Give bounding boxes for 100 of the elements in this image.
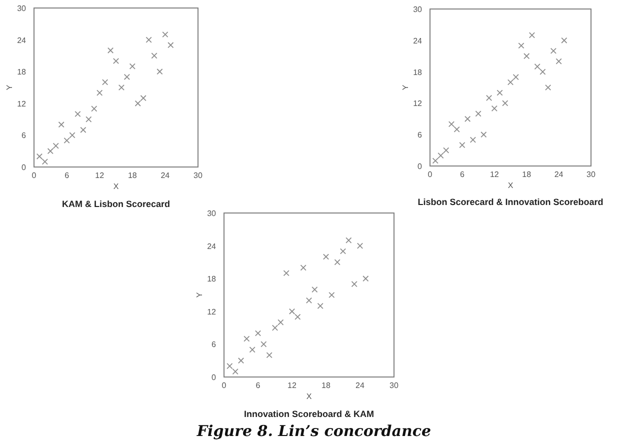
x-tick-label: 12 xyxy=(490,170,500,179)
point xyxy=(64,137,70,144)
x-tick-label: 30 xyxy=(390,381,399,390)
point xyxy=(42,158,48,165)
point xyxy=(107,47,114,54)
x-tick-label: 12 xyxy=(95,171,105,180)
point xyxy=(36,153,43,160)
point xyxy=(226,363,233,370)
point xyxy=(168,42,174,48)
point xyxy=(129,63,136,70)
text: Lisbon Scorecard & Innovation Scoreboard xyxy=(418,197,604,207)
y-axis-title: Y xyxy=(401,84,410,90)
point xyxy=(278,319,284,326)
point xyxy=(464,116,471,122)
point xyxy=(443,147,450,154)
point xyxy=(334,259,340,266)
y-tick-label: 24 xyxy=(413,36,423,46)
y-tick-label: 0 xyxy=(212,373,217,382)
point xyxy=(317,302,324,309)
y-axis-title: Y xyxy=(5,84,14,90)
x-tick-label: 24 xyxy=(160,171,170,180)
point xyxy=(534,64,540,70)
point xyxy=(496,90,503,96)
y-tick-label: 30 xyxy=(17,4,27,13)
point xyxy=(118,84,125,91)
point xyxy=(244,336,250,342)
point xyxy=(288,308,296,314)
point xyxy=(432,158,438,164)
point xyxy=(47,148,54,154)
point xyxy=(356,242,364,249)
y-tick-label: 12 xyxy=(17,99,27,108)
y-tick-label: 12 xyxy=(413,99,423,108)
point xyxy=(459,142,466,148)
x-tick-label: 18 xyxy=(128,171,138,180)
point xyxy=(475,110,482,117)
point xyxy=(528,32,536,38)
x-tick-label: 0 xyxy=(32,171,37,180)
x-tick-label: 6 xyxy=(256,381,261,390)
point xyxy=(86,116,92,122)
point xyxy=(124,74,130,80)
y-tick-label: 12 xyxy=(207,307,217,316)
y-tick-label: 24 xyxy=(17,36,27,45)
x-tick-label: 30 xyxy=(586,170,596,179)
point xyxy=(140,95,146,102)
y-tick-label: 30 xyxy=(207,209,217,218)
point xyxy=(507,79,514,86)
point xyxy=(491,105,498,112)
point xyxy=(512,74,519,80)
point xyxy=(238,358,244,364)
y-axis-title: Y xyxy=(195,292,204,298)
point xyxy=(112,58,120,64)
point xyxy=(328,292,335,298)
point xyxy=(322,254,330,260)
x-tick-label: 0 xyxy=(222,381,227,390)
point xyxy=(52,142,59,149)
point xyxy=(91,106,98,112)
point xyxy=(454,126,460,132)
x-tick-label: 6 xyxy=(64,171,70,180)
y-tick-label: 18 xyxy=(413,68,423,77)
point xyxy=(260,341,267,348)
text: KAM & Lisbon Scorecard xyxy=(62,199,170,209)
point xyxy=(294,314,301,320)
y-tick-label: 30 xyxy=(413,5,423,14)
point xyxy=(69,132,76,138)
point xyxy=(96,90,103,96)
point xyxy=(480,132,487,138)
point xyxy=(254,330,262,336)
point xyxy=(312,286,318,293)
point xyxy=(283,270,290,276)
y-tick-label: 18 xyxy=(207,274,217,284)
y-tick-label: 18 xyxy=(17,68,27,77)
point xyxy=(550,48,556,54)
point xyxy=(340,248,346,254)
point xyxy=(300,264,306,271)
x-tick-label: 24 xyxy=(356,381,365,390)
point xyxy=(448,121,455,128)
point xyxy=(146,36,152,43)
point xyxy=(438,152,444,159)
point xyxy=(102,79,108,86)
point xyxy=(362,276,369,282)
point xyxy=(156,68,163,75)
caption: Figure 8. Lin’s concordance xyxy=(196,422,432,440)
point xyxy=(80,126,86,133)
point xyxy=(134,100,141,106)
point xyxy=(306,297,312,304)
point xyxy=(502,100,508,106)
y-tick-label: 24 xyxy=(207,242,217,251)
x-axis-title: X xyxy=(306,392,312,401)
point xyxy=(561,37,568,44)
x-tick-label: 0 xyxy=(428,170,433,179)
point xyxy=(556,58,562,64)
x-tick-label: 6 xyxy=(460,170,465,179)
x-tick-label: 18 xyxy=(322,381,331,390)
point xyxy=(486,94,492,102)
point xyxy=(74,110,81,118)
y-tick-label: 6 xyxy=(22,131,27,140)
x-axis-title: X xyxy=(508,181,514,190)
point xyxy=(266,352,272,358)
point xyxy=(249,346,256,353)
text: Innovation Scoreboard & KAM xyxy=(244,409,374,419)
